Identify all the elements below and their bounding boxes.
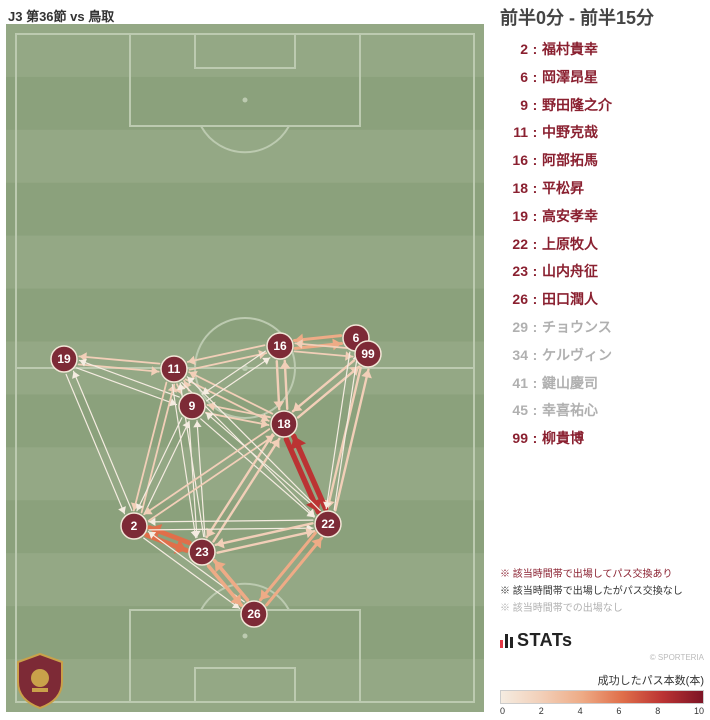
svg-text:18: 18 bbox=[277, 417, 291, 431]
roster-name: 野田隆之介 bbox=[542, 94, 704, 118]
roster-row: 34:ケルヴィン bbox=[500, 344, 704, 368]
roster-name: 幸喜祐心 bbox=[542, 399, 704, 423]
roster-num: 99 bbox=[500, 427, 528, 451]
pitch-svg: 1911166999182232226 bbox=[6, 24, 484, 712]
roster-row: 41:鍵山慶司 bbox=[500, 372, 704, 396]
gradient-bar bbox=[500, 690, 704, 704]
roster-row: 9:野田隆之介 bbox=[500, 94, 704, 118]
roster-name: 柳貴博 bbox=[542, 427, 704, 451]
legend-notes: ※ 該当時間帯で出場してパス交換あり ※ 該当時間帯で出場したがパス交換なし ※ 該… bbox=[500, 565, 704, 616]
svg-text:6: 6 bbox=[353, 331, 360, 345]
pitch: 1911166999182232226 bbox=[6, 24, 484, 712]
svg-text:23: 23 bbox=[195, 545, 209, 559]
gradient-tick: 6 bbox=[616, 706, 621, 716]
side-panel: 前半0分 - 前半15分 2:福村貴幸6:岡澤昂星9:野田隆之介11:中野克哉1… bbox=[490, 0, 710, 720]
svg-text:16: 16 bbox=[273, 339, 287, 353]
roster-name: 平松昇 bbox=[542, 177, 704, 201]
roster-row: 23:山内舟征 bbox=[500, 260, 704, 284]
roster-name: ケルヴィン bbox=[542, 344, 704, 368]
roster-row: 29:チョウンス bbox=[500, 316, 704, 340]
roster-row: 45:幸喜祐心 bbox=[500, 399, 704, 423]
roster-row: 11:中野克哉 bbox=[500, 121, 704, 145]
svg-text:99: 99 bbox=[361, 347, 375, 361]
time-range: 前半0分 - 前半15分 bbox=[500, 4, 704, 30]
roster-name: 高安孝幸 bbox=[542, 205, 704, 229]
legend-note: ※ 該当時間帯での出場なし bbox=[500, 599, 704, 614]
svg-text:9: 9 bbox=[189, 399, 196, 413]
roster-num: 41 bbox=[500, 372, 528, 396]
stats-bars-icon bbox=[500, 634, 513, 648]
gradient-tick: 10 bbox=[694, 706, 704, 716]
svg-text:2: 2 bbox=[131, 519, 138, 533]
stats-brand-text: STATs bbox=[517, 630, 573, 651]
pitch-panel: J3 第36節 vs 鳥取 1911166999182232226 bbox=[0, 0, 490, 720]
gradient-tick: 4 bbox=[578, 706, 583, 716]
svg-text:11: 11 bbox=[168, 362, 181, 376]
match-title: J3 第36節 vs 鳥取 bbox=[8, 6, 114, 25]
stats-logo: STATs bbox=[500, 630, 704, 651]
roster-list: 2:福村貴幸6:岡澤昂星9:野田隆之介11:中野克哉16:阿部拓馬18:平松昇1… bbox=[500, 38, 704, 559]
svg-text:22: 22 bbox=[321, 517, 335, 531]
roster-row: 6:岡澤昂星 bbox=[500, 66, 704, 90]
roster-row: 22:上原牧人 bbox=[500, 233, 704, 257]
gradient-tick: 0 bbox=[500, 706, 505, 716]
roster-name: 中野克哉 bbox=[542, 121, 704, 145]
roster-row: 16:阿部拓馬 bbox=[500, 149, 704, 173]
svg-text:26: 26 bbox=[247, 607, 261, 621]
roster-name: 鍵山慶司 bbox=[542, 372, 704, 396]
roster-num: 18 bbox=[500, 177, 528, 201]
roster-num: 29 bbox=[500, 316, 528, 340]
roster-num: 11 bbox=[500, 121, 528, 145]
roster-name: 山内舟征 bbox=[542, 260, 704, 284]
club-crest bbox=[10, 650, 70, 710]
roster-num: 2 bbox=[500, 38, 528, 62]
roster-name: 福村貴幸 bbox=[542, 38, 704, 62]
legend-note: ※ 該当時間帯で出場してパス交換あり bbox=[500, 565, 704, 580]
roster-row: 26:田口潤人 bbox=[500, 288, 704, 312]
roster-name: チョウンス bbox=[542, 316, 704, 340]
roster-name: 阿部拓馬 bbox=[542, 149, 704, 173]
roster-row: 19:高安孝幸 bbox=[500, 205, 704, 229]
roster-num: 6 bbox=[500, 66, 528, 90]
gradient-label: 成功したパス本数(本) bbox=[500, 672, 704, 688]
svg-text:19: 19 bbox=[57, 352, 71, 366]
credit-text: © SPORTERIA bbox=[500, 653, 704, 662]
roster-num: 34 bbox=[500, 344, 528, 368]
roster-row: 2:福村貴幸 bbox=[500, 38, 704, 62]
roster-num: 45 bbox=[500, 399, 528, 423]
gradient-tick: 2 bbox=[539, 706, 544, 716]
roster-name: 上原牧人 bbox=[542, 233, 704, 257]
legend-note: ※ 該当時間帯で出場したがパス交換なし bbox=[500, 582, 704, 597]
roster-num: 22 bbox=[500, 233, 528, 257]
roster-num: 9 bbox=[500, 94, 528, 118]
gradient-ticks: 0 2 4 6 8 10 bbox=[500, 706, 704, 716]
roster-row: 18:平松昇 bbox=[500, 177, 704, 201]
roster-num: 16 bbox=[500, 149, 528, 173]
roster-row: 99:柳貴博 bbox=[500, 427, 704, 451]
roster-num: 26 bbox=[500, 288, 528, 312]
roster-num: 23 bbox=[500, 260, 528, 284]
roster-name: 田口潤人 bbox=[542, 288, 704, 312]
gradient-tick: 8 bbox=[655, 706, 660, 716]
roster-num: 19 bbox=[500, 205, 528, 229]
roster-name: 岡澤昂星 bbox=[542, 66, 704, 90]
